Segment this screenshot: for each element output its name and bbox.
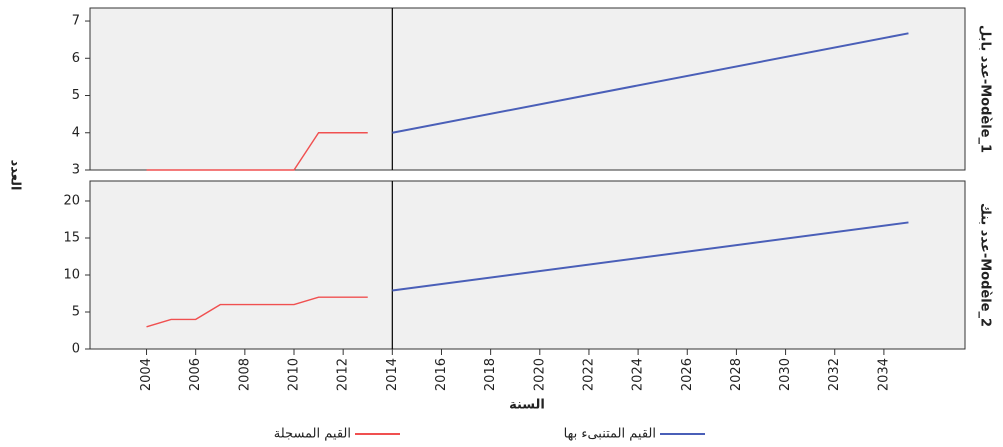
y-axis-label: العدد — [8, 160, 23, 191]
x-tick-label: 2026 — [680, 358, 695, 391]
legend-label: القيم المتنبىء بها — [564, 427, 656, 442]
x-axis-label: السنة — [509, 398, 545, 413]
x-tick-label: 2030 — [778, 358, 793, 391]
series-line — [392, 32, 909, 134]
y-tick-label: 7 — [72, 14, 80, 29]
panel-label: عدد بابل-Modèle_1 — [978, 25, 993, 153]
x-tick-label: 2032 — [827, 358, 842, 391]
y-tick-label: 20 — [63, 193, 80, 208]
x-tick-label: 2012 — [336, 358, 351, 391]
x-tick-label: 2004 — [139, 358, 154, 391]
series-line — [146, 132, 368, 171]
legend-label: القيم المسجلة — [274, 427, 351, 442]
x-tick-label: 2006 — [188, 358, 203, 391]
y-tick-label: 4 — [72, 125, 80, 140]
x-tick-label: 2022 — [581, 358, 596, 391]
x-tick-label: 2034 — [876, 358, 891, 391]
series-line — [392, 221, 909, 292]
x-tick-label: 2024 — [631, 358, 646, 391]
x-tick-label: 2010 — [287, 358, 302, 391]
x-tick-label: 2018 — [483, 358, 498, 391]
y-tick-label: 10 — [63, 267, 80, 282]
y-tick-label: 5 — [72, 88, 80, 103]
series-line — [146, 296, 368, 328]
y-tick-label: 5 — [72, 304, 80, 319]
plot-area — [89, 180, 966, 350]
y-tick-label: 15 — [63, 230, 80, 245]
plot-area — [89, 7, 966, 171]
y-tick-label: 0 — [72, 342, 80, 357]
x-tick-label: 2008 — [237, 358, 252, 391]
y-tick-label: 3 — [72, 163, 80, 178]
x-tick-label: 2016 — [434, 358, 449, 391]
x-tick-label: 2020 — [532, 358, 547, 391]
x-tick-label: 2028 — [729, 358, 744, 391]
panel-label: عدد بنك-Modèle_2 — [978, 203, 993, 327]
y-tick-label: 6 — [72, 51, 80, 66]
x-tick-label: 2014 — [385, 358, 400, 391]
